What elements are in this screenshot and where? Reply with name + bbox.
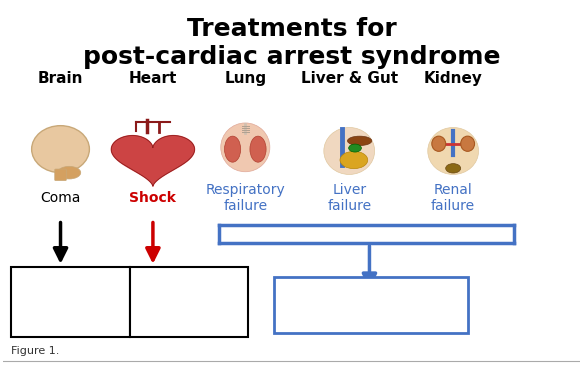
Ellipse shape [445,164,461,173]
Text: Renal
failure: Renal failure [431,183,475,213]
Ellipse shape [432,136,445,151]
Ellipse shape [221,123,270,172]
FancyBboxPatch shape [274,277,468,334]
Ellipse shape [461,136,475,151]
Text: Shock: Shock [129,191,176,205]
Polygon shape [111,135,195,186]
Text: Kidney: Kidney [424,71,483,86]
Text: Liver
failure: Liver failure [327,183,371,213]
Ellipse shape [250,136,266,162]
Ellipse shape [31,126,89,172]
Ellipse shape [224,136,241,162]
Text: Coronary
intervention: Coronary intervention [142,288,235,316]
Text: Respiratory
failure: Respiratory failure [205,183,285,213]
Ellipse shape [428,127,479,174]
Ellipse shape [347,136,372,146]
Ellipse shape [349,144,361,152]
FancyBboxPatch shape [12,267,130,337]
Text: Temperature
management: Temperature management [22,288,120,316]
Text: Treatments for
post-cardiac arrest syndrome: Treatments for post-cardiac arrest syndr… [83,17,500,69]
Text: Liver & Gut: Liver & Gut [301,71,398,86]
FancyBboxPatch shape [130,267,248,337]
Ellipse shape [58,166,80,179]
Text: Heart: Heart [129,71,177,86]
FancyBboxPatch shape [55,169,66,181]
Ellipse shape [340,151,368,169]
Text: Figure 1.: Figure 1. [12,346,60,356]
Text: Lung: Lung [224,71,266,86]
Text: Intensive Care: Intensive Care [315,298,426,313]
Ellipse shape [324,127,375,174]
Text: Coma: Coma [40,191,80,205]
Text: Brain: Brain [38,71,83,86]
